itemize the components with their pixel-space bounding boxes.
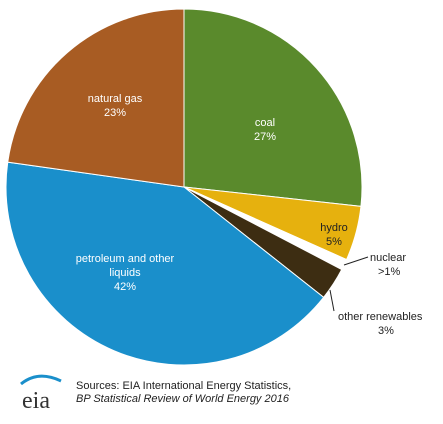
other-renewables-leader-line	[329, 289, 335, 312]
pie-chart: natural gas 23% coal 27% hydro 5% petrol…	[5, 8, 423, 366]
slice-natural-gas	[7, 8, 185, 188]
nuclear-percent: >1%	[378, 266, 401, 278]
other-renewables-label: other renewables	[338, 311, 423, 323]
eia-logo: eia	[16, 370, 66, 414]
nuclear-label: nuclear	[370, 252, 406, 264]
slice-coal	[183, 8, 363, 207]
coal-percent: 27%	[254, 131, 276, 143]
natural-gas-label: natural gas	[88, 93, 143, 105]
eia-logo-mark: eia	[20, 374, 62, 414]
pie-slices	[5, 8, 363, 366]
petroleum-label-line1: petroleum and other	[76, 253, 175, 265]
chart-footer: eia Sources: EIA International Energy St…	[10, 370, 430, 416]
nuclear-leader-line	[343, 256, 369, 266]
hydro-label: hydro	[320, 222, 348, 234]
petroleum-percent: 42%	[114, 281, 136, 293]
coal-label: coal	[255, 117, 275, 129]
petroleum-label-line2: liquids	[109, 267, 141, 279]
hydro-percent: 5%	[326, 236, 342, 248]
other-renewables-percent: 3%	[378, 325, 394, 337]
slice-petroleum-and-other-liquids	[5, 161, 325, 366]
sources-line-1: Sources: EIA International Energy Statis…	[76, 380, 292, 392]
natural-gas-percent: 23%	[104, 107, 126, 119]
sources-line-2: BP Statistical Review of World Energy 20…	[76, 393, 289, 405]
svg-text:eia: eia	[22, 388, 50, 414]
sources-note: Sources: EIA International Energy Statis…	[76, 380, 291, 406]
